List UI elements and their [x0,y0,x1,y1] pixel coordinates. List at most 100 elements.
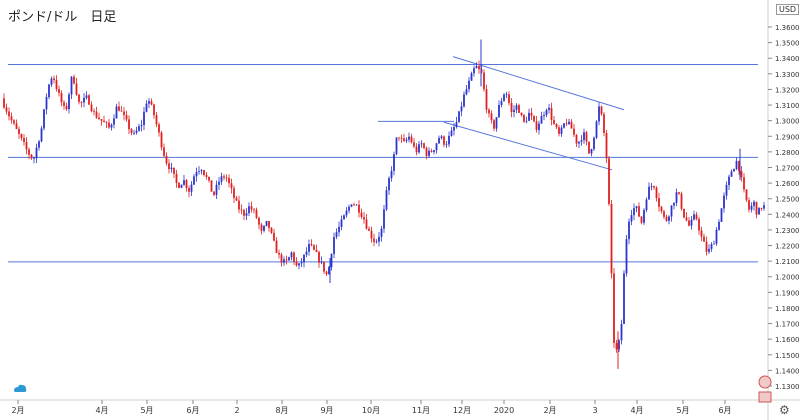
candle [110,123,113,131]
gear-icon[interactable]: ⚙ [779,403,790,417]
candle-body [428,150,430,156]
candle [450,126,453,137]
candle [210,180,213,192]
candle [653,185,655,190]
candle-body [678,192,680,194]
candle-body [530,112,533,116]
candle [215,180,218,200]
candle-body [485,89,488,110]
candle [65,102,68,111]
candle [353,202,355,206]
candle [308,239,310,256]
candle [115,103,118,119]
candle [643,208,645,225]
candle-body [198,171,200,173]
candle-body [188,188,190,192]
candle-body [243,210,245,216]
candle [495,116,498,132]
candle-body [320,261,323,263]
candle-body [143,111,145,126]
candle-body [720,208,723,222]
candle [613,268,615,349]
price-tick-label: 1.33000 [775,71,800,79]
candle-body [58,89,60,94]
candle-body [250,206,253,210]
price-tick-label: 1.34000 [775,55,800,63]
candle [173,167,175,179]
candle-body [543,115,545,117]
candle-body [613,273,615,343]
price-tick-label: 1.18000 [775,305,800,313]
candle [68,92,70,114]
candle [105,121,108,129]
candle-body [745,189,748,201]
candle [53,75,55,84]
candle [693,210,695,221]
time-tick-label: 2 [234,406,239,415]
candle [313,244,315,251]
price-axis[interactable]: 1.36000 1.35000 1.34000 1.33000 1.32000 1.310… [767,0,800,420]
price-tick-label: 1.14000 [775,367,800,375]
candle [365,213,368,230]
time-tick-label: 5月 [140,406,153,415]
candle [508,91,510,106]
candle-body [753,201,755,206]
price-tick-label: 1.16000 [775,336,800,344]
candle-body [70,76,73,95]
candle [698,216,700,235]
candle-body [615,342,618,350]
candle [95,106,98,119]
candle-body [740,170,743,178]
candle [530,107,533,120]
tradingview-cloud-icon[interactable] [12,382,28,394]
candle-body [275,240,278,253]
candle [35,143,38,164]
candle-body [283,259,285,263]
candle [713,240,715,245]
candle-body [360,212,363,217]
candle-body [738,160,740,171]
candle [465,84,468,96]
candle-body [345,210,348,216]
candle [573,124,575,138]
candle-body [195,171,198,177]
candle-body [83,97,85,103]
candle [300,257,303,267]
candle [373,233,375,247]
candle [143,107,145,131]
candle-body [223,176,225,178]
candle [585,130,588,146]
candle [558,124,560,137]
candle-body [60,93,63,103]
candle-body [28,149,30,155]
candle [413,138,415,149]
candle [385,186,388,212]
flag-icon[interactable] [758,374,772,404]
candle-body [725,185,728,196]
candle-body [680,193,683,209]
candle-body [405,139,408,141]
candle [223,174,225,181]
candle [160,130,163,151]
candle-body [363,216,365,220]
candle [588,141,590,155]
candle-body [328,267,330,275]
candle-body [618,340,620,350]
candle [58,85,60,97]
candle [683,208,685,219]
candle [448,131,450,148]
candle-body [565,123,568,125]
time-axis[interactable]: 2月 4月 5月 6月 2 8月 9月 10月 11月 12月 2020 2月 3 4月 5月 6月 [0,399,800,415]
candle-body [688,220,690,226]
currency-label[interactable]: USD [776,4,800,15]
candle [730,169,733,177]
candle-body [705,241,708,252]
candle [238,195,240,214]
candle [225,174,228,182]
candle [640,216,643,225]
candle [60,90,63,107]
candle [128,115,130,135]
price-tick-label: 1.35000 [775,40,800,48]
candle [315,244,318,253]
